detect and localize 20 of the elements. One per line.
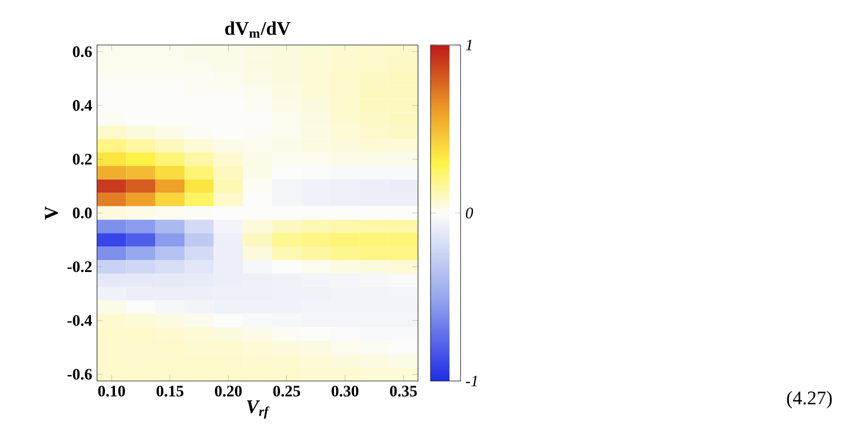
y-tick-label: 0.6 — [72, 46, 92, 58]
y-tick-label: -0.4 — [68, 315, 92, 326]
x-tick-label: 0.30 — [332, 386, 358, 397]
color-bar-label: -1 — [466, 376, 477, 386]
y-tick-label: 0.2 — [72, 154, 92, 165]
y-tick-label: -0.6 — [68, 368, 92, 380]
color-bar-label: 0 — [466, 208, 474, 218]
x-tick-label: 0.10 — [98, 386, 125, 397]
y-tick-label: 0.0 — [72, 208, 92, 218]
text: (4.27) — [787, 390, 832, 408]
x-tick-label: 0.35 — [390, 386, 417, 397]
chart-title: dV$_{m}$/dV — [225, 21, 290, 38]
x-axis-title: V$_{rf}$ — [247, 400, 270, 419]
x-tick-label: 0.25 — [273, 386, 300, 397]
y-tick-label: -0.2 — [68, 261, 92, 272]
x-tick-label: 0.20 — [214, 386, 242, 397]
y-tick-label: 0.4 — [72, 100, 92, 111]
color-bar-label: 1 — [466, 40, 472, 50]
x-tick-label: 0.15 — [156, 386, 184, 397]
y-axis-title: V — [44, 206, 58, 220]
